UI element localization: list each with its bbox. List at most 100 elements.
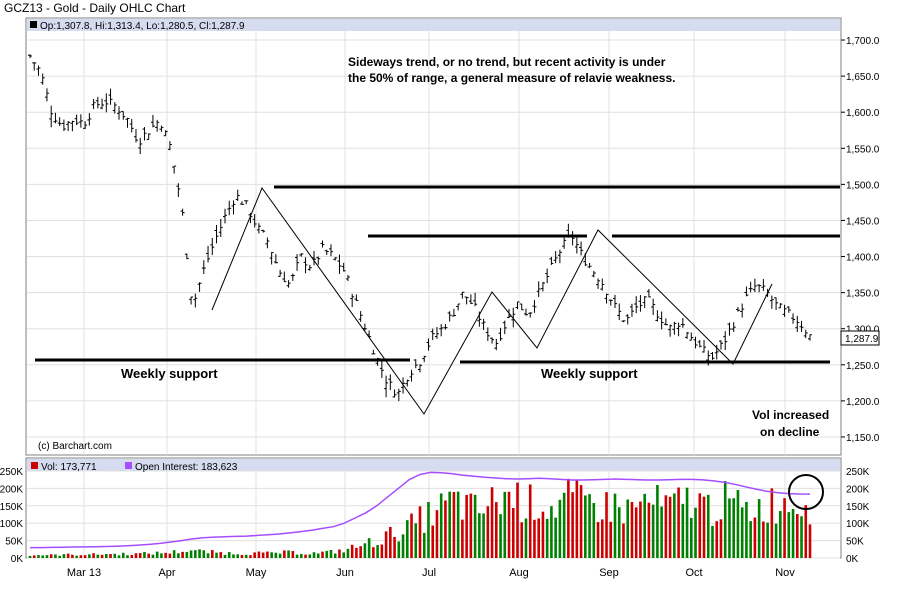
chart-title: GCZ13 - Gold - Daily OHLC Chart	[4, 1, 186, 15]
volume-bar	[380, 544, 384, 558]
volume-tick-label-right: 0K	[846, 554, 859, 565]
volume-bar	[554, 517, 557, 558]
volume-bar	[533, 519, 536, 558]
volume-bar	[439, 493, 443, 558]
volume-tick-label-left: 0K	[11, 554, 24, 565]
volume-tick-label-left: 150K	[0, 502, 23, 513]
support-label-right: Weekly support	[541, 366, 638, 381]
volume-bar	[422, 532, 426, 558]
header-band	[27, 19, 840, 31]
x-axis: Mar 13 Apr May Jun Jul Aug Sep Oct Nov	[67, 31, 795, 579]
volume-bar	[617, 507, 621, 558]
volume-bar	[342, 552, 345, 558]
volume-bar	[626, 499, 630, 558]
x-tick-label: Sep	[599, 567, 619, 579]
volume-bar	[232, 554, 235, 558]
volume-bar	[329, 549, 333, 558]
volume-bar	[346, 548, 350, 558]
volume-bar	[83, 555, 87, 558]
volume-bar	[791, 508, 795, 558]
volume-bar	[766, 522, 769, 558]
volume-bar	[338, 549, 341, 558]
volume-bar	[160, 553, 163, 558]
volume-bar	[528, 484, 532, 558]
volume-bar	[37, 555, 40, 558]
volume-bar	[287, 550, 290, 558]
volume-bar	[427, 501, 430, 558]
volume-bar	[363, 543, 367, 558]
volume-bar	[545, 518, 549, 558]
volume-bar	[28, 555, 32, 558]
volume-bar	[656, 485, 659, 558]
volume-bar	[567, 478, 570, 558]
volume-bar	[130, 554, 134, 558]
volume-tick-label-right: 150K	[846, 502, 870, 513]
volume-bar	[584, 495, 587, 558]
volume-bar	[592, 502, 596, 558]
volume-bar	[253, 552, 256, 558]
price-tick-label: 1,500.0	[846, 180, 880, 191]
price-tick-label: 1,700.0	[846, 36, 880, 47]
price-tick-label: 1,250.0	[846, 361, 880, 372]
price-tick-label: 1,400.0	[846, 253, 880, 264]
volume-bar	[465, 494, 468, 558]
volume-bar	[482, 513, 485, 558]
volume-bar	[503, 491, 507, 558]
ohlc-legend: Op:1,307.8, Hi:1,313.4, Lo:1,280.5, Cl:1…	[40, 21, 245, 32]
volume-bar	[596, 522, 600, 558]
volume-bar	[795, 514, 799, 558]
volume-bar	[45, 555, 49, 558]
volume-bar	[520, 522, 524, 558]
volume-bar	[685, 487, 689, 558]
volume-bar	[210, 550, 214, 558]
volume-bar	[444, 500, 447, 558]
volume-bar	[249, 555, 252, 558]
volume-bar	[609, 521, 613, 558]
volume-bar	[168, 553, 172, 558]
volume-bar	[571, 492, 574, 558]
volume-bar	[715, 521, 719, 558]
x-tick-label: May	[246, 567, 267, 579]
volume-bar	[372, 547, 375, 558]
volume-bar	[723, 481, 727, 558]
volume-bar	[155, 551, 159, 558]
volume-bar	[143, 552, 146, 558]
volume-bar	[401, 534, 405, 558]
support-label-left: Weekly support	[121, 366, 218, 381]
price-tick-label: 1,600.0	[846, 108, 880, 119]
volume-bar	[745, 501, 748, 558]
volume-bar	[304, 554, 307, 558]
volume-bar	[673, 493, 676, 558]
volume-bar	[172, 550, 176, 558]
volume-bar	[71, 554, 74, 558]
volume-bar	[647, 502, 651, 558]
volume-bar	[274, 552, 278, 558]
volume-bar	[753, 517, 757, 558]
volume-bar	[206, 553, 210, 558]
volume-bar	[473, 494, 477, 558]
price-tick-label: 1,300.0	[846, 325, 880, 336]
volume-tick-label-right: 50K	[846, 537, 864, 548]
volume-bar	[198, 549, 201, 558]
volume-bar	[558, 499, 562, 558]
volume-axis: 0K 0K 50K 50K 100K 100K 150K 150K 200K 200K 250K 25…	[0, 467, 870, 565]
volume-bar	[350, 544, 354, 558]
volume-bar	[762, 521, 765, 558]
volume-bar	[456, 491, 460, 558]
oi-legend-swatch	[125, 462, 132, 469]
volume-bar	[105, 554, 108, 558]
price-grid	[27, 39, 840, 438]
volume-bar	[126, 555, 129, 558]
volume-bar	[728, 498, 731, 558]
volume-bar	[694, 507, 697, 558]
volume-bar	[397, 541, 401, 558]
volume-bar	[783, 498, 786, 558]
volume-bar	[452, 491, 456, 558]
volume-bar	[770, 488, 774, 558]
volume-bar	[622, 523, 625, 558]
vol-note-line-1: Vol increased	[752, 408, 829, 422]
price-axis: 1,150.0 1,200.0 1,250.0 1,300.0 1,350.0 1,400…	[841, 36, 880, 444]
volume-bar	[478, 513, 481, 558]
volume-bar	[240, 554, 244, 558]
volume-bar	[736, 490, 740, 558]
